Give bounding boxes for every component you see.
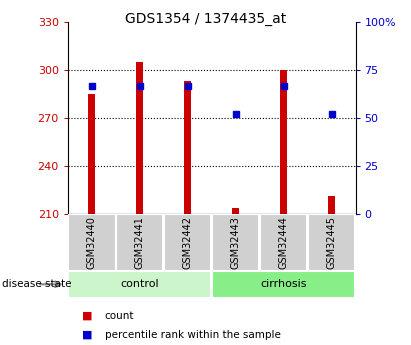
Text: disease state: disease state xyxy=(2,279,72,289)
Text: GSM32444: GSM32444 xyxy=(279,216,289,269)
Text: GSM32443: GSM32443 xyxy=(231,216,240,269)
Bar xyxy=(136,62,143,214)
Text: ■: ■ xyxy=(82,330,93,339)
Bar xyxy=(88,94,95,214)
FancyBboxPatch shape xyxy=(308,214,355,271)
Text: ■: ■ xyxy=(82,311,93,321)
Bar xyxy=(184,81,191,214)
FancyBboxPatch shape xyxy=(212,214,259,271)
FancyBboxPatch shape xyxy=(68,214,115,271)
Text: cirrhosis: cirrhosis xyxy=(260,279,307,289)
Text: count: count xyxy=(105,311,134,321)
FancyBboxPatch shape xyxy=(260,214,307,271)
Bar xyxy=(280,70,287,214)
Text: GSM32441: GSM32441 xyxy=(135,216,145,269)
Bar xyxy=(232,207,239,214)
Text: percentile rank within the sample: percentile rank within the sample xyxy=(105,330,281,339)
FancyBboxPatch shape xyxy=(212,271,355,298)
Text: GDS1354 / 1374435_at: GDS1354 / 1374435_at xyxy=(125,12,286,26)
FancyBboxPatch shape xyxy=(164,214,211,271)
Bar xyxy=(328,196,335,214)
Text: GSM32440: GSM32440 xyxy=(87,216,97,269)
FancyBboxPatch shape xyxy=(68,271,211,298)
Text: GSM32445: GSM32445 xyxy=(327,216,337,269)
FancyBboxPatch shape xyxy=(116,214,164,271)
Text: GSM32442: GSM32442 xyxy=(183,216,193,269)
Text: control: control xyxy=(120,279,159,289)
